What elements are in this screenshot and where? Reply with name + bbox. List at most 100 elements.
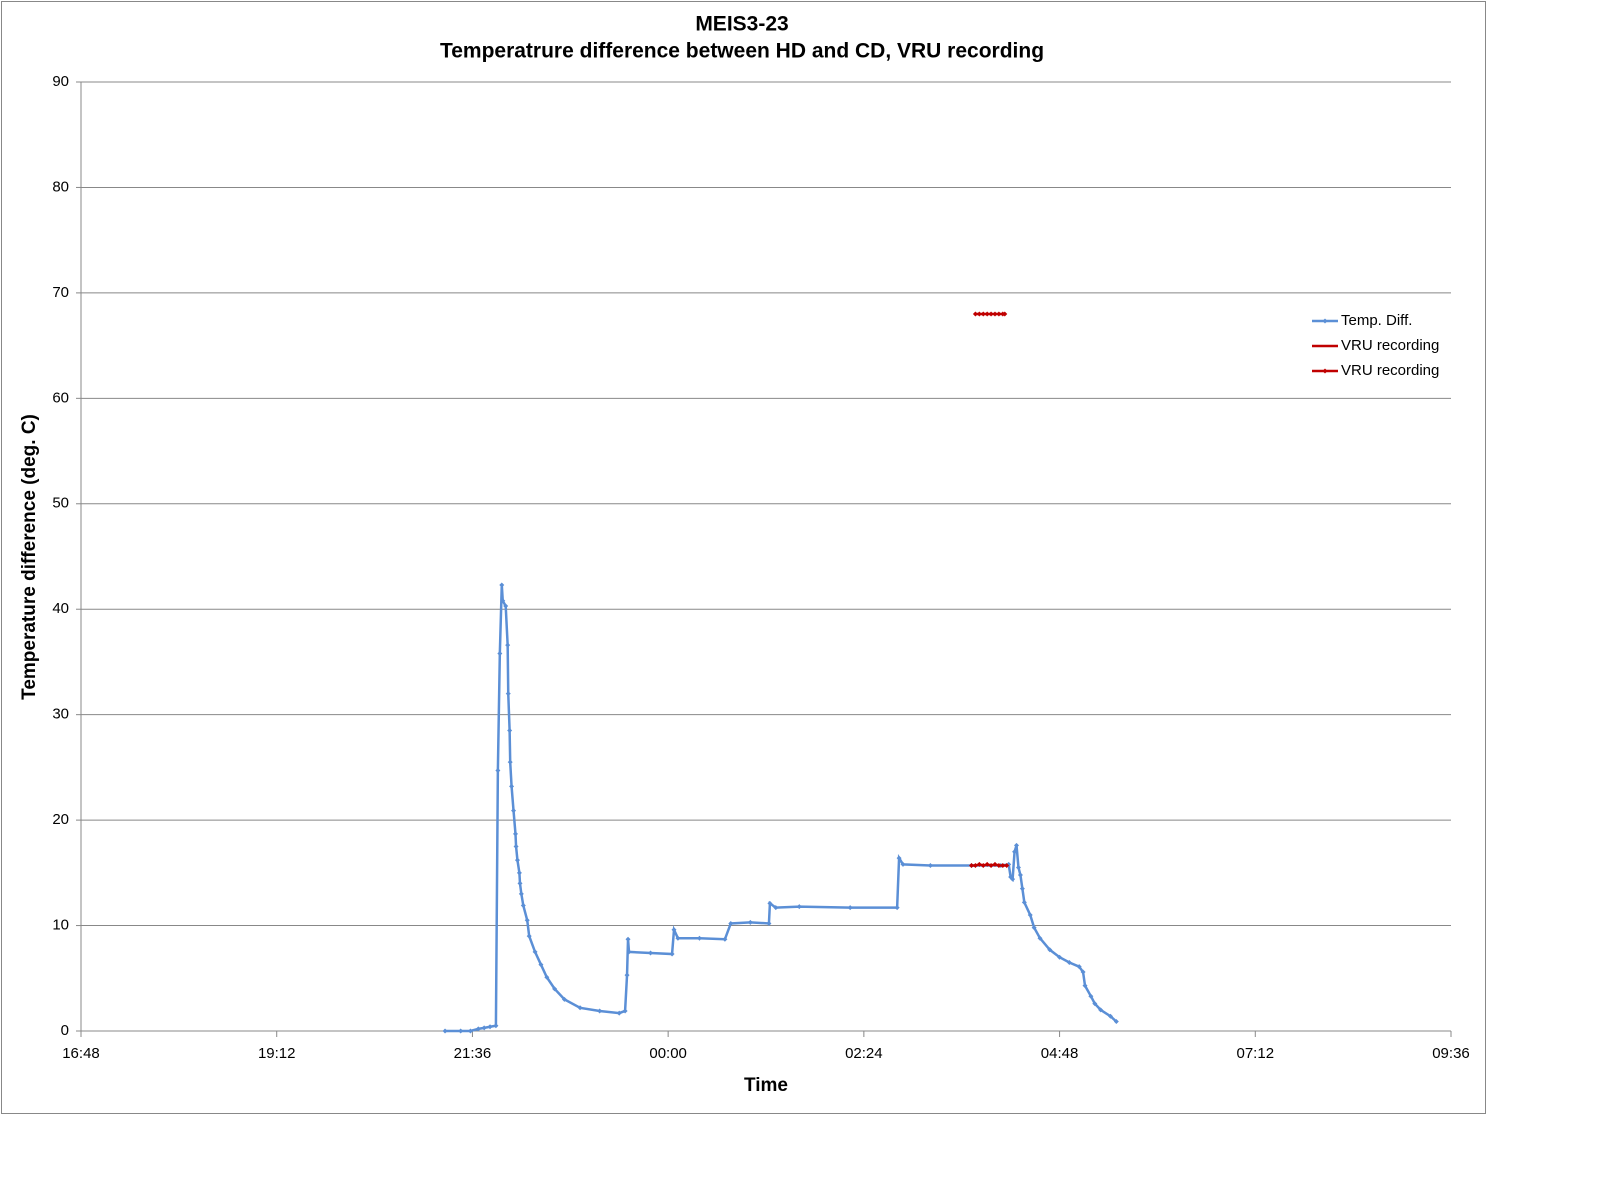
legend-label: Temp. Diff. <box>1341 312 1412 329</box>
data-point <box>1037 935 1043 941</box>
x-tick-label: 19:12 <box>258 1045 296 1062</box>
data-point <box>976 861 982 867</box>
data-point <box>988 311 994 317</box>
data-point <box>980 862 986 868</box>
data-point <box>747 919 753 925</box>
data-point <box>624 972 630 978</box>
data-point <box>1017 872 1023 878</box>
data-point <box>984 311 990 317</box>
legend-label: VRU recording <box>1341 337 1439 354</box>
data-point <box>442 1028 448 1034</box>
legend-marker <box>1322 368 1328 374</box>
data-point <box>1000 862 1006 868</box>
data-point <box>1015 865 1021 871</box>
data-point <box>513 843 519 849</box>
data-point <box>972 311 978 317</box>
data-point <box>458 1028 464 1034</box>
data-point <box>1066 959 1072 965</box>
data-point <box>1092 1001 1098 1007</box>
data-point <box>505 691 511 697</box>
data-point <box>511 808 517 814</box>
data-point <box>773 905 779 911</box>
chart-title: MEIS3-23 <box>695 13 788 36</box>
data-point <box>896 855 902 861</box>
y-axis-title: Temperature difference (deg. C) <box>19 414 40 700</box>
y-tick-label: 70 <box>52 284 69 301</box>
chart-subtitle: Temperatrure difference between HD and C… <box>440 40 1044 63</box>
data-point <box>532 949 538 955</box>
data-point <box>538 962 544 968</box>
data-point <box>992 311 998 317</box>
data-point <box>1107 1013 1113 1019</box>
data-point <box>500 598 506 604</box>
data-point <box>996 311 1002 317</box>
data-point <box>487 1024 493 1030</box>
data-point <box>1113 1019 1119 1025</box>
y-tick-label: 60 <box>52 389 69 406</box>
x-tick-label: 07:12 <box>1237 1045 1275 1062</box>
data-point <box>969 862 974 868</box>
data-point <box>669 951 675 957</box>
data-point <box>972 862 978 868</box>
data-point <box>505 642 511 648</box>
y-tick-label: 50 <box>52 495 69 512</box>
data-point <box>992 861 998 867</box>
y-tick-label: 10 <box>52 917 69 934</box>
chart-border <box>1 1 1486 1114</box>
data-point <box>722 936 728 942</box>
x-tick-label: 09:36 <box>1432 1045 1470 1062</box>
data-point <box>517 880 523 886</box>
y-tick-label: 40 <box>52 600 69 617</box>
data-point <box>544 974 550 980</box>
data-point <box>520 903 526 909</box>
data-point <box>1021 899 1027 905</box>
data-point <box>1014 842 1020 848</box>
data-point <box>626 949 632 955</box>
data-point <box>1082 983 1088 989</box>
data-point <box>1031 925 1037 931</box>
data-point <box>980 311 986 317</box>
data-point <box>796 904 802 910</box>
data-point <box>927 862 933 868</box>
data-point <box>597 1008 603 1014</box>
data-point <box>552 986 558 992</box>
data-point <box>1080 969 1086 975</box>
data-point <box>475 1026 481 1032</box>
data-point <box>616 1010 622 1016</box>
x-axis-title: Time <box>744 1075 788 1096</box>
y-tick-label: 30 <box>52 706 69 723</box>
data-point <box>976 311 982 317</box>
x-tick-label: 00:00 <box>649 1045 687 1062</box>
data-point <box>503 603 509 609</box>
y-tick-label: 20 <box>52 811 69 828</box>
legend-marker <box>1322 318 1328 324</box>
x-tick-label: 21:36 <box>454 1045 492 1062</box>
data-point <box>507 727 513 733</box>
data-point <box>509 783 515 789</box>
data-point <box>1002 311 1008 317</box>
data-point <box>561 996 567 1002</box>
data-point <box>984 861 990 867</box>
data-point <box>847 905 853 911</box>
data-point <box>577 1005 583 1011</box>
x-tick-label: 02:24 <box>845 1045 883 1062</box>
data-point <box>1057 954 1063 960</box>
data-point <box>625 936 631 942</box>
data-point <box>497 651 503 657</box>
x-tick-label: 04:48 <box>1041 1045 1079 1062</box>
data-point <box>495 768 501 774</box>
data-point <box>1098 1007 1104 1013</box>
data-point <box>900 861 906 867</box>
y-tick-label: 90 <box>52 73 69 90</box>
legend-label: VRU recording <box>1341 362 1439 379</box>
data-point <box>1088 993 1094 999</box>
data-point <box>1012 849 1018 855</box>
data-point <box>524 917 530 923</box>
data-point <box>1010 876 1016 882</box>
data-point <box>1047 947 1053 953</box>
data-point <box>728 920 734 926</box>
data-point <box>481 1025 487 1031</box>
data-point <box>767 900 773 906</box>
data-point <box>648 950 654 956</box>
